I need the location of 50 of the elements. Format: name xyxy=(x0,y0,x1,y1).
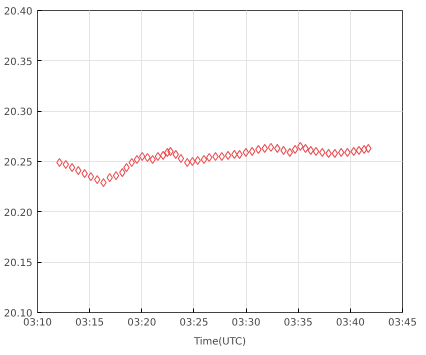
point xyxy=(144,152,151,162)
x-tick-label: 03:35 xyxy=(284,318,313,328)
y-tick-label: 20.15 xyxy=(4,258,33,270)
point xyxy=(356,146,362,155)
point xyxy=(88,172,94,182)
point xyxy=(242,148,250,157)
x-tick-label: 03:30 xyxy=(232,318,260,328)
point xyxy=(160,150,166,160)
y-tick-label: 20.35 xyxy=(4,56,33,68)
point xyxy=(149,154,156,164)
point xyxy=(302,144,309,153)
point xyxy=(231,150,238,159)
point xyxy=(325,148,332,158)
y-tick-label: 20.40 xyxy=(4,6,33,18)
x-tick-label: 03:25 xyxy=(180,318,208,328)
point xyxy=(100,178,107,188)
point xyxy=(112,171,120,180)
point xyxy=(154,152,162,161)
point xyxy=(123,163,130,172)
point xyxy=(134,154,140,164)
x-tick-label: 03:45 xyxy=(388,318,417,328)
point xyxy=(292,144,298,154)
point xyxy=(360,144,368,154)
point xyxy=(344,148,351,157)
x-tick-label: 03:15 xyxy=(75,318,104,328)
point xyxy=(255,144,262,154)
point xyxy=(164,148,171,157)
point xyxy=(81,169,88,178)
y-tick-label: 20.20 xyxy=(4,208,33,219)
y-tick-label: 20.10 xyxy=(4,308,33,320)
point xyxy=(224,150,232,160)
point xyxy=(68,163,76,172)
point xyxy=(189,157,196,166)
x-axis-title: Time(UTC) xyxy=(192,336,246,348)
point xyxy=(236,150,243,159)
x-tick-label: 03:20 xyxy=(127,318,156,328)
point xyxy=(178,154,184,163)
point xyxy=(332,148,338,158)
x-tick-label: 03:40 xyxy=(336,318,365,328)
point xyxy=(312,146,320,156)
y-tick-label: 20.25 xyxy=(4,158,33,168)
point xyxy=(268,142,274,152)
point xyxy=(280,146,287,155)
point xyxy=(200,154,208,164)
y-tick-label: 20.30 xyxy=(4,107,33,118)
x-tick-label: 03:10 xyxy=(23,318,52,328)
point xyxy=(212,152,219,161)
point xyxy=(248,146,256,156)
point xyxy=(167,146,174,156)
point xyxy=(56,158,63,168)
